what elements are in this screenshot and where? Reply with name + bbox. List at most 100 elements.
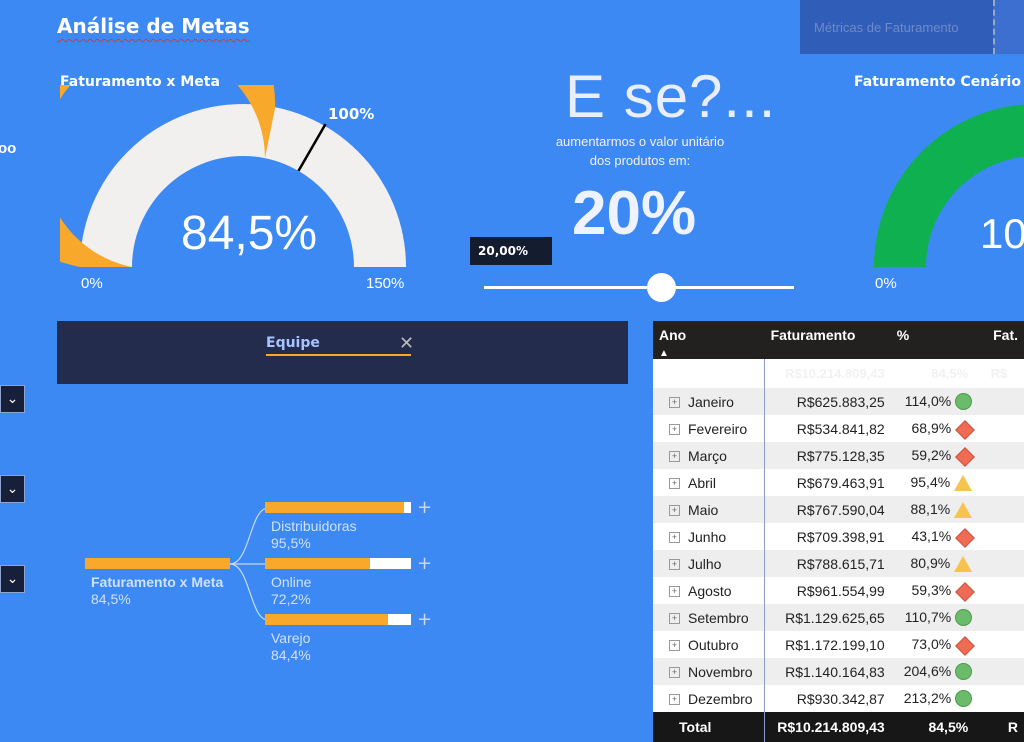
- pct-cell: 68,9%: [890, 415, 976, 442]
- expand-icon[interactable]: +: [669, 586, 680, 598]
- expand-icon[interactable]: +: [669, 559, 680, 571]
- whatif-line2: dos produtos em:: [589, 153, 691, 168]
- status-circle-icon: [955, 690, 973, 708]
- gauge-right-value: 10: [980, 210, 1024, 257]
- month-cell: + Outubro: [653, 631, 766, 658]
- pct-value: 204,6%: [903, 662, 952, 679]
- fat-cell: [974, 685, 1024, 712]
- gauge-left-value: 84,5%: [181, 207, 318, 260]
- pct-cell: 213,2%: [890, 685, 975, 712]
- month-label: Setembro: [688, 609, 749, 626]
- month-label: Novembro: [688, 663, 753, 680]
- status-triangle-icon: [954, 556, 973, 573]
- expand-icon[interactable]: +: [669, 613, 680, 625]
- chevron-down-icon[interactable]: ⌄: [0, 475, 25, 503]
- month-label: Dezembro: [688, 690, 753, 707]
- expand-icon[interactable]: +: [669, 424, 680, 436]
- month-cell: + Novembro: [653, 658, 766, 685]
- sort-ascending-icon[interactable]: ▲: [659, 348, 669, 359]
- faturamento-cell: R$1.129.625,65: [764, 604, 891, 631]
- chevron-down-icon[interactable]: ⌄: [0, 385, 25, 413]
- gauge-left-fill: [60, 85, 276, 267]
- table-row[interactable]: + Agosto R$961.554,99 59,3%: [653, 577, 1024, 604]
- decomp-child-label: Online: [271, 574, 312, 590]
- table-row[interactable]: + Maio R$767.590,04 88,1%: [653, 496, 1024, 523]
- table-row[interactable]: + Abril R$679.463,91 95,4%: [653, 469, 1024, 496]
- table-row[interactable]: + Fevereiro R$534.841,82 68,9%: [653, 415, 1024, 442]
- expand-icon[interactable]: +: [669, 397, 680, 409]
- decomp-connectors: [230, 507, 269, 621]
- table-row[interactable]: + Janeiro R$625.883,25 114,0%: [653, 388, 1024, 415]
- month-label: Abril: [688, 474, 717, 491]
- table-row[interactable]: + Setembro R$1.129.625,65 110,7%: [653, 604, 1024, 631]
- table-row[interactable]: + Junho R$709.398,91 43,1%: [653, 523, 1024, 550]
- decomp-child-value: 95,5%: [271, 535, 311, 551]
- column-header-faturamento[interactable]: Faturamento: [764, 321, 891, 359]
- expand-icon[interactable]: +: [669, 532, 680, 544]
- expand-icon[interactable]: +: [669, 640, 680, 652]
- month-label: Junho: [688, 528, 727, 545]
- table-header-row: Ano ▲ Faturamento % Fat.: [653, 321, 1024, 359]
- expand-plus-icon[interactable]: +: [417, 609, 433, 630]
- filter-bar: Equipe ✕: [57, 321, 628, 384]
- expand-plus-icon[interactable]: +: [417, 497, 433, 518]
- decomp-child-bar[interactable]: [265, 558, 411, 569]
- total-label: Total: [653, 712, 766, 742]
- chevron-down-icon[interactable]: ⌄: [0, 565, 25, 593]
- whatif-line1: aumentarmos o valor unitário: [555, 134, 725, 149]
- table-row[interactable]: + Outubro R$1.172.199,10 73,0%: [653, 631, 1024, 658]
- slider-value-box[interactable]: 20,00%: [470, 237, 552, 265]
- expand-icon[interactable]: +: [669, 505, 680, 517]
- gauge-left: [60, 85, 406, 267]
- slider-track[interactable]: [484, 286, 794, 289]
- month-cell: + Dezembro: [653, 685, 766, 712]
- fat-cell: [974, 388, 1024, 415]
- column-header-ano[interactable]: Ano ▲: [653, 321, 765, 359]
- month-cell: + Agosto: [653, 577, 766, 604]
- column-header-fat[interactable]: Fat.: [974, 321, 1024, 359]
- expand-icon[interactable]: +: [669, 478, 680, 490]
- fat-cell: [974, 550, 1024, 577]
- expand-plus-icon[interactable]: +: [417, 553, 433, 574]
- close-icon[interactable]: ✕: [399, 333, 415, 354]
- total-faturamento: R$10.214.809,43: [764, 712, 891, 742]
- pct-cell: 59,2%: [890, 442, 976, 469]
- faturamento-cell: R$709.398,91: [764, 523, 891, 550]
- decomp-child-bar[interactable]: [265, 614, 411, 625]
- expand-icon[interactable]: +: [669, 451, 680, 463]
- pct-value: 88,1%: [910, 500, 951, 517]
- decomp-child-bar-fill: [265, 614, 389, 625]
- pct-value: 110,7%: [904, 608, 952, 625]
- pct-cell: 95,4%: [890, 469, 975, 496]
- table-row[interactable]: + Novembro R$1.140.164,83 204,6%: [653, 658, 1024, 685]
- slider-thumb[interactable]: [646, 273, 676, 302]
- expand-icon[interactable]: +: [669, 694, 680, 706]
- month-cell: + Janeiro: [653, 388, 766, 415]
- gauge-left-target-label: 100%: [328, 105, 375, 123]
- table-row[interactable]: + Março R$775.128,35 59,2%: [653, 442, 1024, 469]
- gauge-left-title: Faturamento x Meta: [60, 74, 220, 90]
- pct-value: 213,2%: [903, 689, 952, 706]
- status-circle-icon: [955, 393, 973, 411]
- decomp-child: Distribuidoras 95,5%: [271, 518, 357, 552]
- gauge-right-title: Faturamento Cenário x M: [854, 74, 1024, 90]
- matrix-table: Ano ▲ Faturamento % Fat. R$10.214.809,43 …: [653, 321, 1024, 742]
- expand-icon[interactable]: +: [669, 667, 680, 679]
- month-label: Outubro: [688, 636, 739, 653]
- gauge-right-min: 0%: [875, 275, 897, 292]
- table-row[interactable]: + Dezembro R$930.342,87 213,2%: [653, 685, 1024, 712]
- month-cell: + Março: [653, 442, 766, 469]
- decomp-root-bar[interactable]: [85, 558, 230, 569]
- pct-cell: 110,7%: [890, 604, 975, 631]
- table-row[interactable]: + Julho R$788.615,71 80,9%: [653, 550, 1024, 577]
- column-header-pct[interactable]: %: [890, 321, 975, 359]
- decomp-child-bar[interactable]: [265, 502, 411, 513]
- pct-cell: 88,1%: [890, 496, 975, 523]
- decomp-child: Varejo 84,4%: [271, 630, 311, 664]
- metrics-button[interactable]: Métricas de Faturamento: [800, 0, 1024, 54]
- filter-label-equipe[interactable]: Equipe: [266, 335, 320, 351]
- gauge-left-target-marker: [297, 123, 327, 172]
- fat-cell: [974, 523, 1024, 550]
- drag-handle[interactable]: [993, 0, 1024, 54]
- month-label: Fevereiro: [688, 420, 748, 437]
